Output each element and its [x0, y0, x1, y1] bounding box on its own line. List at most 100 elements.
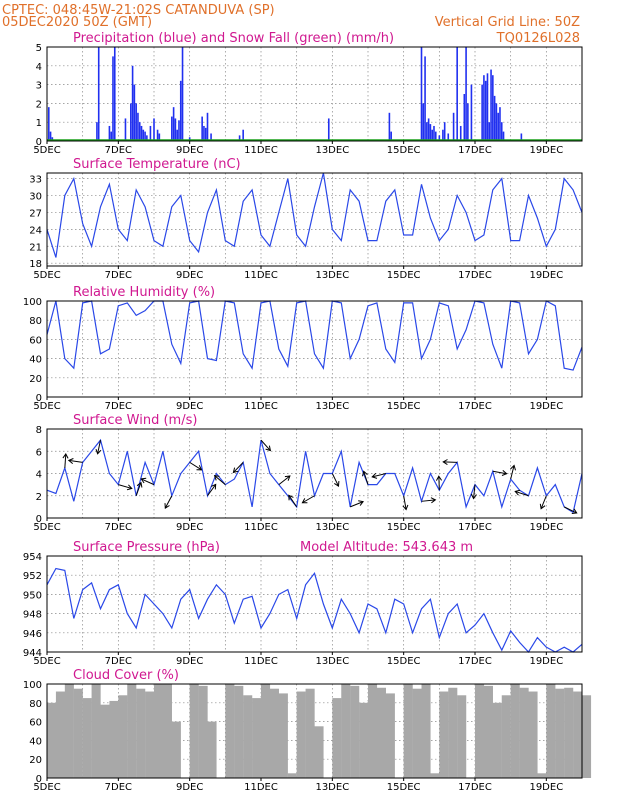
precip-bar	[201, 116, 203, 141]
temp-ytick: 24	[29, 225, 42, 236]
precip-bar	[497, 112, 499, 141]
cloud-bar	[305, 688, 315, 778]
precip-bar	[96, 122, 98, 141]
precip-bar	[388, 112, 391, 141]
wind-arrow	[510, 465, 515, 480]
rh-ytick: 100	[23, 297, 42, 308]
precip-bar	[467, 103, 469, 141]
temp-xtick: 15DEC	[387, 270, 421, 281]
wind-arrow	[421, 499, 436, 502]
pres-ytick: 952	[23, 571, 42, 582]
wind-arrow	[164, 495, 173, 509]
panel-cloud: Cloud Cover (%) 0 20 40 60 80 100 5DEC 7DEC 9DEC 1…	[23, 668, 592, 793]
wind-arrow	[135, 482, 142, 496]
precip-xtick: 7DEC	[105, 145, 132, 156]
wind-arrow-head	[571, 508, 578, 514]
precip-bar	[520, 133, 523, 141]
precip-bar	[181, 47, 184, 141]
panel-rh: Relative Humidity (%) 0 20 40 60 80 100 5DEC 7DE…	[23, 285, 583, 412]
precip-ytick: 3	[36, 81, 42, 92]
precip-ytick: 2	[36, 99, 42, 110]
temp-series-line	[46, 172, 583, 258]
wind-arrow-head	[136, 481, 143, 488]
precip-bar	[144, 131, 146, 141]
precip-bar	[206, 112, 209, 141]
wind-arrow-head	[430, 497, 437, 504]
precip-xtick: 11DEC	[244, 145, 278, 156]
wind-arrow-head	[514, 489, 521, 496]
precip-bar	[47, 107, 50, 141]
cloud-xtick: 7DEC	[105, 782, 132, 793]
cloud-bar	[430, 773, 440, 778]
cloud-bar	[385, 693, 395, 778]
rh-xtick: 19DEC	[529, 401, 563, 412]
cloud-bar	[118, 695, 128, 778]
wind-arrow	[563, 506, 577, 514]
precip-bar	[51, 137, 54, 141]
rh-ytick: 80	[29, 316, 42, 327]
precip-bar	[452, 112, 455, 141]
precip-frame	[46, 46, 583, 142]
wind-xtick: 15DEC	[387, 522, 421, 533]
wind-arrow-head	[288, 494, 294, 501]
wind-title: Surface Wind (m/s)	[73, 413, 197, 428]
precip-bar	[174, 118, 177, 141]
wind-ytick: 8	[36, 425, 42, 436]
rh-xtick: 17DEC	[458, 401, 492, 412]
cloud-bar	[82, 698, 92, 778]
wind-arrow	[540, 495, 547, 509]
precip-bar	[465, 47, 467, 141]
wind-arrow	[349, 501, 364, 508]
precip-bar	[113, 47, 116, 141]
precip-bar	[483, 75, 485, 141]
precip-bar	[146, 135, 148, 141]
cloud-xtick: 15DEC	[387, 782, 421, 793]
wind-arrow	[372, 473, 386, 478]
cloud-bar	[582, 695, 592, 778]
cloud-bar	[171, 721, 181, 778]
cloud-bar	[341, 684, 351, 778]
cloud-bar	[350, 685, 360, 778]
precip-bar	[492, 75, 494, 141]
precip-bar	[108, 125, 111, 141]
wind-arrow-head	[371, 472, 378, 479]
pres-xtick: 11DEC	[244, 656, 278, 667]
precip-bar	[140, 125, 143, 141]
cloud-bar	[154, 684, 164, 778]
precip-bar	[130, 103, 132, 141]
precip-bar	[49, 131, 52, 141]
wind-arrow	[473, 484, 476, 499]
precip-bar	[420, 47, 423, 141]
precip-bar	[470, 84, 473, 141]
temp-xtick: 11DEC	[244, 270, 278, 281]
wind-arrow-head	[402, 504, 409, 511]
precip-bar	[390, 131, 392, 141]
precip-bar	[156, 129, 159, 141]
precip-bar	[178, 120, 180, 141]
wind-arrow	[118, 484, 132, 489]
precip-bar	[149, 125, 152, 141]
temp-ytick: 21	[29, 242, 42, 253]
rh-series-line	[46, 300, 583, 371]
temp-xtick: 17DEC	[458, 270, 492, 281]
precip-bar	[142, 129, 145, 141]
precip-bar	[171, 116, 173, 141]
wind-arrow-head	[95, 448, 102, 455]
precip-bar	[433, 125, 435, 141]
temp-xtick: 9DEC	[176, 270, 203, 281]
wind-arrow-head	[501, 470, 508, 476]
cloud-bar	[198, 685, 208, 778]
precip-bar	[486, 73, 489, 141]
precip-bar	[97, 47, 100, 141]
wind-frame	[46, 428, 583, 519]
precip-bar	[447, 133, 450, 141]
pres-ytick: 948	[23, 610, 42, 621]
cloud-bar	[278, 693, 288, 778]
wind-arrow-head	[213, 474, 220, 481]
cloud-bar	[269, 688, 279, 778]
cloud-bar	[359, 702, 369, 778]
cloud-frame	[46, 683, 583, 779]
precip-bar	[429, 124, 432, 141]
cloud-ytick: 0	[36, 774, 42, 785]
